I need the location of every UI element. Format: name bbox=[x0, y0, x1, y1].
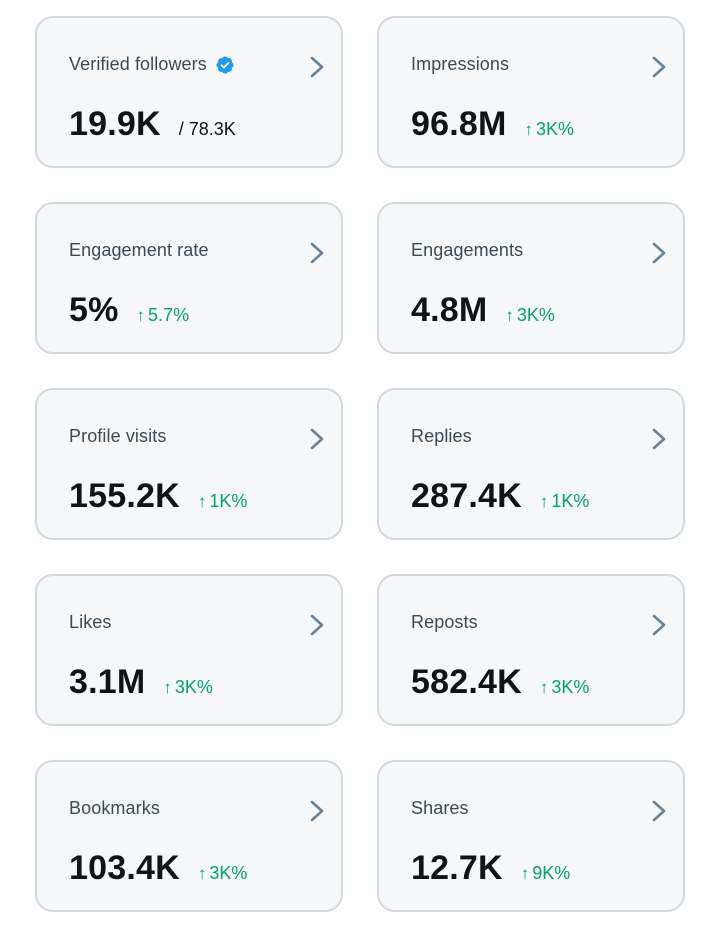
metric-card-impressions[interactable]: Impressions 96.8M ↑ 3K% bbox=[377, 16, 685, 168]
metric-value-row: 103.4K ↑ 3K% bbox=[69, 848, 247, 888]
metric-card-shares[interactable]: Shares 12.7K ↑ 9K% bbox=[377, 760, 685, 912]
chevron-right-icon bbox=[652, 614, 666, 636]
metric-label: Likes bbox=[69, 612, 112, 633]
metric-label: Replies bbox=[411, 426, 472, 447]
metric-label-text: Verified followers bbox=[69, 54, 207, 74]
metric-change-value: 5.7% bbox=[148, 305, 190, 325]
chevron-right-icon bbox=[652, 56, 666, 78]
metric-value: 155.2K bbox=[69, 477, 180, 515]
metric-value: 96.8M bbox=[411, 105, 507, 143]
chevron-right-icon bbox=[310, 56, 324, 78]
chevron-right-icon bbox=[310, 428, 324, 450]
metric-value-row: 4.8M ↑ 3K% bbox=[411, 290, 555, 330]
arrow-up-icon: ↑ bbox=[539, 678, 549, 697]
metric-total: / 78.3K bbox=[178, 119, 236, 139]
metric-value: 103.4K bbox=[69, 849, 180, 887]
metric-card-verified-followers[interactable]: Verified followers 19.9K / 78.3K bbox=[35, 16, 343, 168]
metric-value-row: 155.2K ↑ 1K% bbox=[69, 476, 247, 516]
chevron-right-icon bbox=[652, 800, 666, 822]
verified-badge-icon bbox=[216, 55, 234, 74]
metric-value: 3.1M bbox=[69, 663, 146, 701]
metric-value: 19.9K bbox=[69, 105, 161, 143]
metric-change: ↑ 5.7% bbox=[137, 305, 190, 326]
metric-value: 12.7K bbox=[411, 849, 503, 887]
arrow-up-icon: ↑ bbox=[163, 678, 172, 697]
metric-label-text: Replies bbox=[411, 426, 472, 446]
metric-label: Engagements bbox=[411, 240, 523, 261]
chevron-right-icon bbox=[310, 614, 324, 636]
metric-card-reposts[interactable]: Reposts 582.4K ↑ 3K% bbox=[377, 574, 685, 726]
arrow-up-icon: ↑ bbox=[539, 492, 549, 511]
metrics-grid: Verified followers 19.9K / 78.3K Impress… bbox=[35, 16, 685, 912]
metric-label: Bookmarks bbox=[69, 798, 160, 819]
metric-change-value: 1K% bbox=[551, 491, 590, 511]
arrow-up-icon: ↑ bbox=[524, 120, 534, 139]
metric-card-replies[interactable]: Replies 287.4K ↑ 1K% bbox=[377, 388, 685, 540]
metric-value: 4.8M bbox=[411, 291, 488, 329]
arrow-up-icon: ↑ bbox=[197, 492, 207, 511]
metric-label-text: Shares bbox=[411, 798, 469, 818]
chevron-right-icon bbox=[652, 242, 666, 264]
metric-label: Shares bbox=[411, 798, 469, 819]
metric-label: Impressions bbox=[411, 54, 509, 75]
arrow-up-icon: ↑ bbox=[505, 306, 514, 325]
metric-value: 287.4K bbox=[411, 477, 522, 515]
arrow-up-icon: ↑ bbox=[136, 306, 146, 325]
metric-value-row: 287.4K ↑ 1K% bbox=[411, 476, 589, 516]
metric-change-value: 1K% bbox=[209, 491, 248, 511]
metric-change: ↑ 1K% bbox=[198, 491, 248, 512]
metric-label-text: Profile visits bbox=[69, 426, 167, 446]
metric-change: ↑ 9K% bbox=[521, 863, 571, 884]
arrow-up-icon: ↑ bbox=[197, 864, 207, 883]
metric-change-value: 3K% bbox=[536, 119, 575, 139]
metric-change: ↑ 1K% bbox=[540, 491, 590, 512]
metric-value-row: 582.4K ↑ 3K% bbox=[411, 662, 589, 702]
metric-label: Engagement rate bbox=[69, 240, 209, 261]
metric-change-value: 3K% bbox=[209, 863, 248, 883]
metric-change-value: 9K% bbox=[532, 863, 571, 883]
metric-card-likes[interactable]: Likes 3.1M ↑ 3K% bbox=[35, 574, 343, 726]
metric-card-engagement-rate[interactable]: Engagement rate 5% ↑ 5.7% bbox=[35, 202, 343, 354]
chevron-right-icon bbox=[310, 800, 324, 822]
metric-label: Verified followers bbox=[69, 54, 235, 75]
metric-label-text: Engagements bbox=[411, 240, 524, 260]
metric-card-bookmarks[interactable]: Bookmarks 103.4K ↑ 3K% bbox=[35, 760, 343, 912]
metric-label-text: Engagement rate bbox=[69, 240, 209, 260]
metric-label-text: Impressions bbox=[411, 54, 510, 74]
metric-value-row: 5% ↑ 5.7% bbox=[69, 290, 189, 330]
metric-change-value: 3K% bbox=[516, 305, 555, 325]
metric-card-profile-visits[interactable]: Profile visits 155.2K ↑ 1K% bbox=[35, 388, 343, 540]
metric-value: 582.4K bbox=[411, 663, 522, 701]
metric-label: Profile visits bbox=[69, 426, 166, 447]
arrow-up-icon: ↑ bbox=[520, 864, 530, 883]
metric-change: ↑ 3K% bbox=[540, 677, 590, 698]
metric-label-text: Bookmarks bbox=[69, 798, 160, 818]
metric-change: ↑ 3K% bbox=[198, 863, 248, 884]
metric-value-row: 3.1M ↑ 3K% bbox=[69, 662, 213, 702]
metric-value: 5% bbox=[69, 291, 119, 329]
metric-change: ↑ 3K% bbox=[525, 119, 575, 140]
metric-change: ↑ 3K% bbox=[505, 305, 555, 326]
metric-label-text: Likes bbox=[69, 612, 112, 632]
metric-value-row: 12.7K ↑ 9K% bbox=[411, 848, 570, 888]
metric-value-row: 19.9K / 78.3K bbox=[69, 104, 236, 144]
metric-card-engagements[interactable]: Engagements 4.8M ↑ 3K% bbox=[377, 202, 685, 354]
metric-change: ↑ 3K% bbox=[163, 677, 213, 698]
metric-label: Reposts bbox=[411, 612, 478, 633]
metric-label-text: Reposts bbox=[411, 612, 478, 632]
metric-change-value: 3K% bbox=[174, 677, 213, 697]
metric-change-value: 3K% bbox=[551, 677, 590, 697]
chevron-right-icon bbox=[310, 242, 324, 264]
metric-value-row: 96.8M ↑ 3K% bbox=[411, 104, 574, 144]
chevron-right-icon bbox=[652, 428, 666, 450]
